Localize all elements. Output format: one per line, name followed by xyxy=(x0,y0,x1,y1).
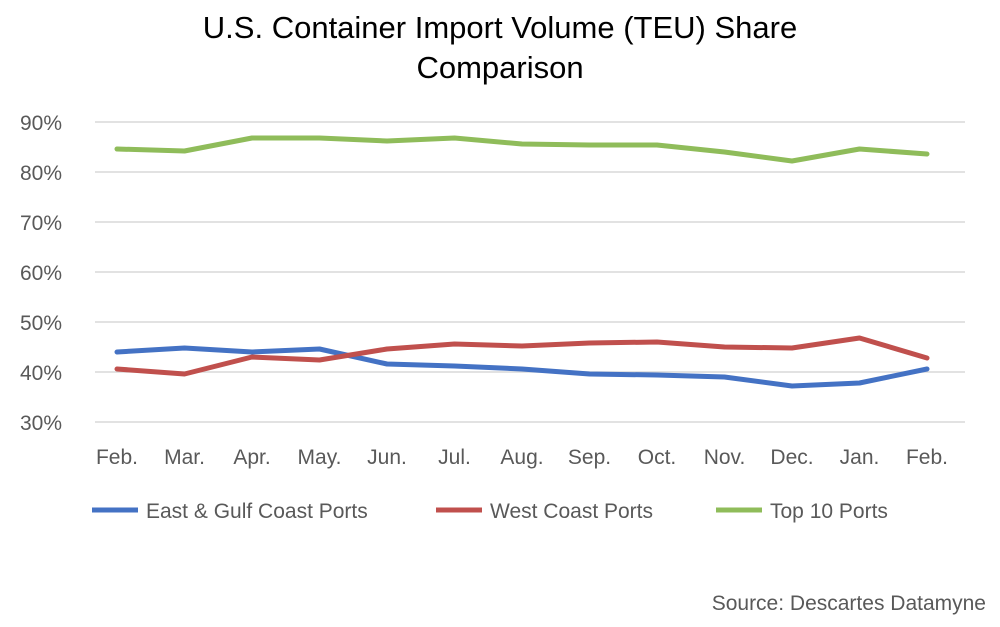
x-tick-label: Jan. xyxy=(840,446,880,469)
y-tick-label: 50% xyxy=(20,312,62,335)
x-tick-label: Mar. xyxy=(164,446,205,469)
y-tick-label: 60% xyxy=(20,262,62,285)
x-tick-label: Feb. xyxy=(906,446,948,469)
x-tick-label: Oct. xyxy=(638,446,677,469)
y-tick-label: 90% xyxy=(20,112,62,135)
x-tick-label: Apr. xyxy=(233,446,270,469)
x-tick-label: Jul. xyxy=(438,446,471,469)
x-tick-label: May. xyxy=(298,446,342,469)
source-note: Source: Descartes Datamyne xyxy=(711,592,986,615)
x-tick-label: Dec. xyxy=(770,446,813,469)
y-tick-label: 70% xyxy=(20,212,62,235)
x-tick-label: Feb. xyxy=(96,446,138,469)
y-tick-label: 80% xyxy=(20,162,62,185)
chart-title-line2: Comparison xyxy=(416,50,584,85)
legend-label: East & Gulf Coast Ports xyxy=(146,500,368,523)
y-tick-label: 30% xyxy=(20,412,62,435)
chart-title: U.S. Container Import Volume (TEU) Share… xyxy=(0,8,1000,88)
x-tick-label: Jun. xyxy=(367,446,407,469)
x-tick-label: Nov. xyxy=(704,446,746,469)
legend-label: West Coast Ports xyxy=(490,500,653,523)
x-tick-label: Aug. xyxy=(500,446,543,469)
x-tick-label: Sep. xyxy=(568,446,611,469)
y-tick-label: 40% xyxy=(20,362,62,385)
series-line-0 xyxy=(114,345,930,389)
chart-title-line1: U.S. Container Import Volume (TEU) Share xyxy=(202,10,798,45)
series-line-2 xyxy=(114,135,930,164)
legend-label: Top 10 Ports xyxy=(770,500,888,523)
